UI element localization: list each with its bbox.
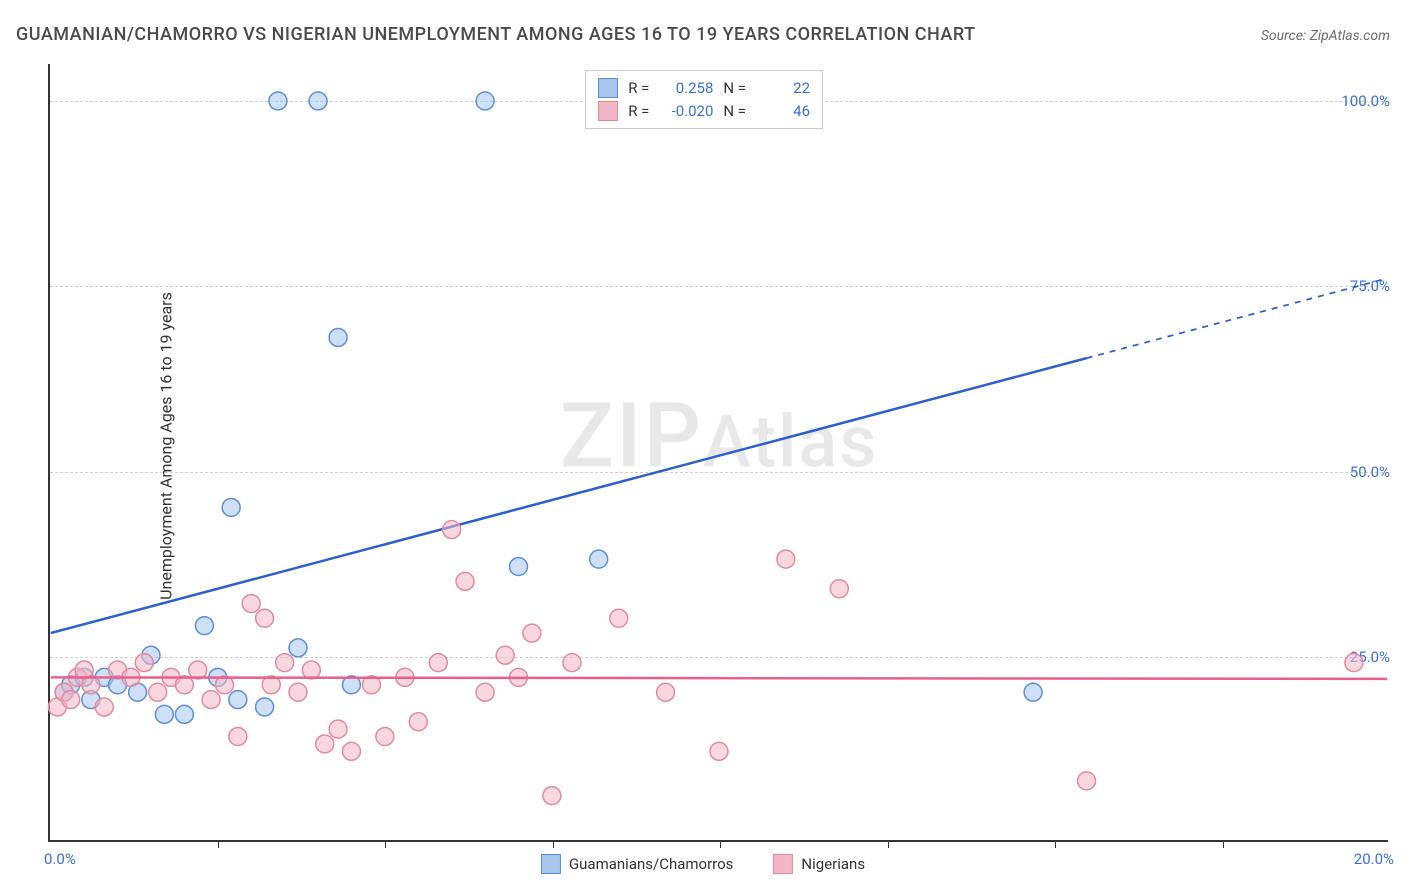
x-tick [1055, 840, 1056, 848]
data-point [830, 580, 848, 598]
trend-line-extrapolated [1087, 278, 1388, 358]
data-point [149, 683, 167, 701]
data-point [316, 735, 334, 753]
legend-swatch [598, 101, 618, 121]
legend-swatch [773, 854, 793, 874]
data-point [429, 654, 447, 672]
data-point [202, 691, 220, 709]
data-point [289, 683, 307, 701]
data-point [135, 654, 153, 672]
data-point [269, 92, 287, 110]
data-point [229, 691, 247, 709]
data-point [476, 683, 494, 701]
data-point [610, 609, 628, 627]
data-point [95, 698, 113, 716]
data-point [222, 498, 240, 516]
trend-line [51, 677, 1388, 678]
data-point [62, 691, 80, 709]
source-attribution: Source: ZipAtlas.com [1261, 28, 1390, 44]
data-point [242, 595, 260, 613]
data-point [443, 521, 461, 539]
stat-r-label: R = [628, 100, 649, 123]
x-axis-min-label: 0.0% [44, 850, 76, 868]
legend-label: Nigerians [801, 855, 865, 873]
stat-n-value: 46 [756, 100, 810, 123]
data-point [710, 742, 728, 760]
stat-n-value: 22 [756, 77, 810, 100]
data-point [342, 742, 360, 760]
legend-item: Nigerians [773, 854, 865, 874]
data-point [657, 683, 675, 701]
x-tick [553, 840, 554, 848]
data-point [456, 572, 474, 590]
data-point [309, 92, 327, 110]
x-tick [385, 840, 386, 848]
data-point [523, 624, 541, 642]
data-point [229, 728, 247, 746]
chart-plot-area: ZIPAtlas R =0.258N =22R =-0.020N =46 0.0… [48, 64, 1388, 842]
x-axis-max-label: 20.0% [1354, 850, 1394, 868]
chart-title: GUAMANIAN/CHAMORRO VS NIGERIAN UNEMPLOYM… [16, 24, 976, 45]
data-point [376, 728, 394, 746]
legend-swatch [541, 854, 561, 874]
data-point [302, 661, 320, 679]
data-point [496, 646, 514, 664]
legend-label: Guamanians/Chamorros [569, 855, 733, 873]
stat-n-label: N = [723, 100, 746, 123]
stat-r-label: R = [628, 77, 649, 100]
data-point [777, 550, 795, 568]
data-point [1078, 772, 1096, 790]
series-legend: Guamanians/Chamorros Nigerians [541, 854, 865, 874]
stat-r-value: -0.020 [659, 100, 713, 123]
x-tick [888, 840, 889, 848]
data-point [476, 92, 494, 110]
data-point [1345, 654, 1363, 672]
data-point [409, 713, 427, 731]
x-tick [218, 840, 219, 848]
data-point [563, 654, 581, 672]
trend-line [51, 358, 1087, 633]
data-point [543, 787, 561, 805]
legend-swatch [598, 78, 618, 98]
correlation-legend: R = 0.258 N = 22 R = -0.020 N = 46 [585, 70, 823, 129]
scatter-plot-svg [50, 64, 1388, 840]
data-point [590, 550, 608, 568]
x-tick [1223, 840, 1224, 848]
data-point [510, 558, 528, 576]
data-point [329, 328, 347, 346]
data-point [155, 705, 173, 723]
title-bar: GUAMANIAN/CHAMORRO VS NIGERIAN UNEMPLOYM… [16, 24, 1390, 45]
legend-item: Guamanians/Chamorros [541, 854, 733, 874]
data-point [175, 705, 193, 723]
data-point [289, 639, 307, 657]
data-point [1024, 683, 1042, 701]
x-tick [720, 840, 721, 848]
stat-n-label: N = [723, 77, 746, 100]
data-point [195, 617, 213, 635]
data-point [189, 661, 207, 679]
stat-r-value: 0.258 [659, 77, 713, 100]
legend-stat-row: R = 0.258 N = 22 [598, 77, 810, 100]
data-point [329, 720, 347, 738]
data-point [276, 654, 294, 672]
data-point [256, 609, 274, 627]
legend-stat-row: R = -0.020 N = 46 [598, 100, 810, 123]
data-point [256, 698, 274, 716]
